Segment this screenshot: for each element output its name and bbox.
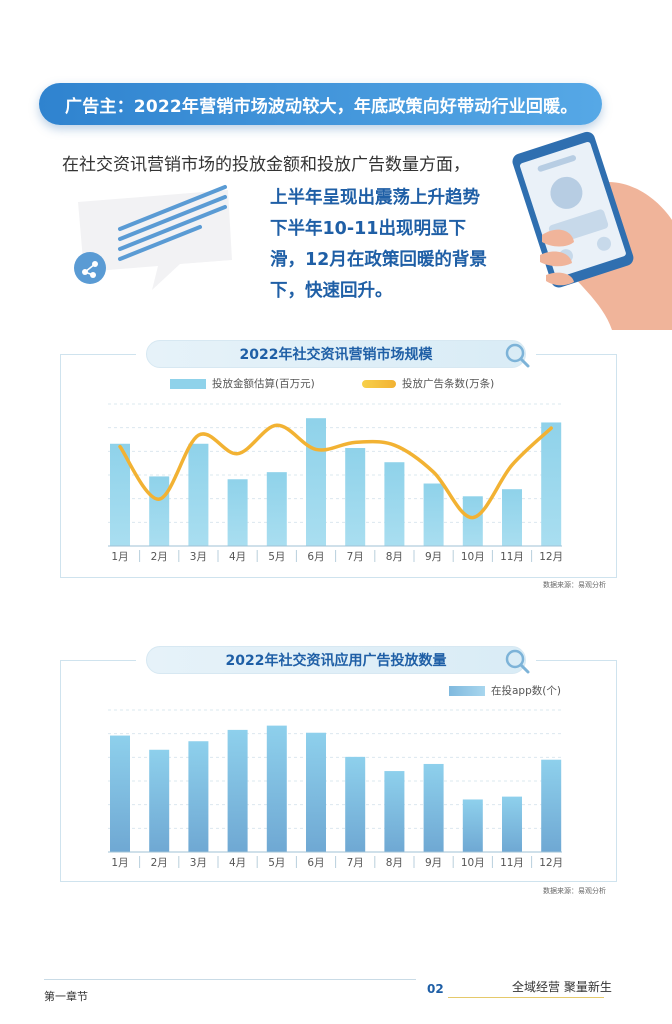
bar-2月 <box>149 749 170 852</box>
highlight-line-1: 上半年呈现出震荡上升趋势 <box>270 188 480 208</box>
footer-slogan-underline <box>448 997 604 998</box>
legend-swatch-bar-2 <box>449 685 485 696</box>
x-tick-label: 8月 <box>386 551 403 563</box>
x-tick-label: 6月 <box>307 857 324 869</box>
chart-panel-app-count: 2022年社交资讯应用广告投放数量 <box>60 646 617 882</box>
search-icon <box>505 343 530 368</box>
bar-3月 <box>188 443 209 546</box>
x-tick-label: 11月 <box>500 551 524 563</box>
x-tick-label: 10月 <box>461 551 485 563</box>
bar-11月 <box>502 796 522 852</box>
x-tick-label: 3月 <box>190 857 207 869</box>
x-tick-label: 1月 <box>111 551 128 563</box>
chart-title-text: 2022年社交资讯营销市场规模 <box>239 347 433 363</box>
x-tick-label: 3月 <box>190 551 207 563</box>
bar-1月 <box>110 443 130 546</box>
bar-3月 <box>188 741 209 852</box>
x-tick-label: 5月 <box>268 857 285 869</box>
headline-text: 广告主：2022年营销市场波动较大，年底政策向好带动行业回暖。 <box>65 96 578 117</box>
x-tick-label: 7月 <box>347 857 364 869</box>
legend-amount: 投放金额估算(百万元) <box>170 376 315 391</box>
market-size-chart: 1月 2月 3月 4月 5月 6月 7月 8月 9月 10月 11月 12月 <box>108 403 563 563</box>
x-tick-label: 11月 <box>500 857 524 869</box>
bar-5月 <box>266 472 287 546</box>
x-tick-label: 5月 <box>268 551 285 563</box>
phone-hand-icon <box>512 131 672 330</box>
legend-count: 投放广告条数(万条) <box>362 376 494 391</box>
source-note-2: 数据来源：易观分析 <box>543 887 606 895</box>
x-tick-label: 9月 <box>425 551 442 563</box>
bar-9月 <box>423 483 444 546</box>
footer-slogan: 全域经营 聚量新生 <box>512 980 612 994</box>
series-line-ad-count <box>118 423 553 520</box>
bar-1月 <box>110 735 130 852</box>
bar-4月 <box>227 479 248 546</box>
bar-12月 <box>541 759 562 852</box>
bar-10月 <box>462 799 483 852</box>
bar-7月 <box>345 756 366 852</box>
footer-chapter: 第一章节 <box>44 990 88 1003</box>
x-tick-label: 8月 <box>386 857 403 869</box>
legend-label-amount: 投放金额估算(百万元) <box>212 378 315 390</box>
x-tick-label: 12月 <box>539 551 563 563</box>
x-tick-label: 2月 <box>151 857 168 869</box>
bar-2月 <box>149 476 170 546</box>
bar-9月 <box>423 763 444 852</box>
bar-11月 <box>502 489 522 546</box>
x-tick-label: 10月 <box>461 857 485 869</box>
bar-5月 <box>266 725 287 852</box>
legend-label-app: 在投app数(个) <box>491 685 561 697</box>
search-icon <box>505 649 530 674</box>
chart-panel-market-size: 2022年社交资讯营销市场规模 <box>60 340 617 578</box>
bar-12月 <box>541 422 562 546</box>
legend-label-count: 投放广告条数(万条) <box>402 378 495 390</box>
bar-8月 <box>384 462 405 546</box>
x-tick-label: 6月 <box>307 551 324 563</box>
chart-title-2: 2022年社交资讯应用广告投放数量 <box>146 646 526 674</box>
x-tick-label: 12月 <box>539 857 563 869</box>
footer-divider <box>44 979 416 980</box>
bar-7月 <box>345 448 366 546</box>
x-tick-label: 4月 <box>229 857 246 869</box>
legend-swatch-line <box>362 379 396 388</box>
page-number: 02 <box>427 982 444 996</box>
bar-4月 <box>227 729 248 852</box>
highlight-line-2: 下半年10-11出现明显下 <box>270 219 466 239</box>
x-tick-label: 2月 <box>151 551 168 563</box>
chart-title-2-text: 2022年社交资讯应用广告投放数量 <box>225 653 447 669</box>
legend-app: 在投app数(个) <box>449 683 561 698</box>
chat-bubble-icon <box>74 185 232 290</box>
x-tick-label: 4月 <box>229 551 246 563</box>
intro-text: 在社交资讯营销市场的投放金额和投放广告数量方面， <box>62 155 470 175</box>
highlight-line-4: 下，快速回升。 <box>270 281 393 301</box>
x-tick-label: 1月 <box>111 857 128 869</box>
bar-10月 <box>462 496 483 546</box>
bar-8月 <box>384 771 405 852</box>
x-tick-label: 7月 <box>347 551 364 563</box>
highlight-text: 上半年呈现出震荡上升趋势 下半年10-11出现明显下 滑，12月在政策回暖的背景… <box>270 183 510 307</box>
highlight-line-3: 滑，12月在政策回暖的背景 <box>270 250 487 270</box>
app-count-chart: 1月 2月 3月 4月 5月 6月 7月 8月 9月 10月 11月 12月 <box>108 709 563 869</box>
bar-6月 <box>306 732 326 852</box>
bar-6月 <box>306 418 326 546</box>
chart-title: 2022年社交资讯营销市场规模 <box>146 340 526 368</box>
headline-banner: 广告主：2022年营销市场波动较大，年底政策向好带动行业回暖。 <box>39 83 602 125</box>
legend-swatch-bar <box>170 378 206 389</box>
x-tick-label: 9月 <box>425 857 442 869</box>
source-note-1: 数据来源：易观分析 <box>543 581 606 589</box>
